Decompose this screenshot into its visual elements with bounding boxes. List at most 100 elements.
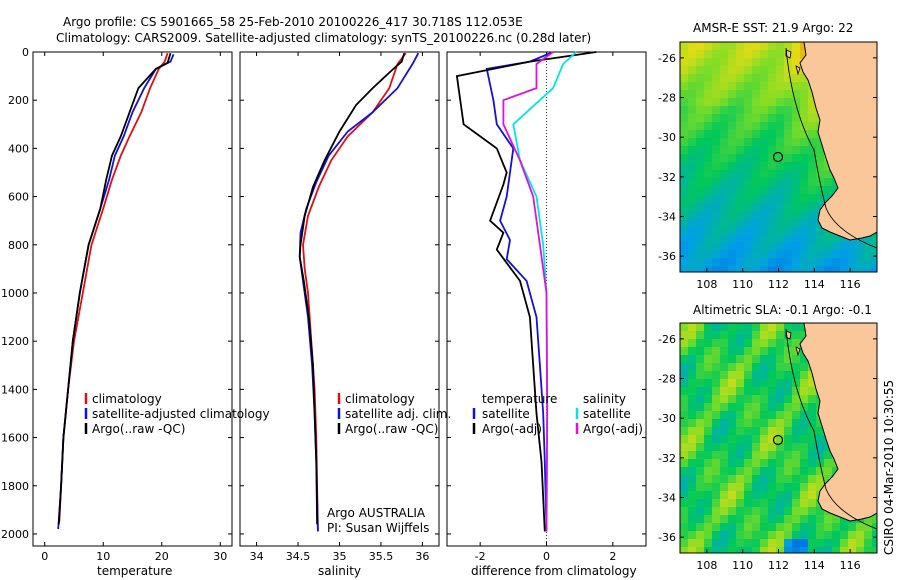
sst-cell: [752, 138, 760, 146]
sst-cell: [712, 122, 720, 130]
sla-cell: [760, 379, 768, 387]
sla-cell: [736, 435, 744, 443]
sla-cell: [800, 491, 808, 499]
sla-cell: [728, 483, 736, 491]
sla-cell: [784, 347, 792, 355]
sla-cell: [696, 443, 704, 451]
sla-cell: [808, 411, 816, 419]
sla-cell: [792, 347, 800, 355]
sst-cell: [864, 266, 872, 272]
sst-cell: [680, 178, 688, 186]
sst-cell: [792, 274, 800, 282]
sla-cell: [720, 547, 728, 553]
sst-cell: [856, 242, 864, 250]
sst-cell: [712, 50, 720, 58]
sst-cell: [872, 274, 880, 282]
sla-cell: [864, 555, 872, 563]
sla-cell: [792, 475, 800, 483]
sst-cell: [784, 186, 792, 194]
sla-cell: [704, 443, 712, 451]
sla-cell: [776, 483, 784, 491]
y-tick-label: 1200: [1, 335, 29, 348]
sla-cell: [768, 539, 776, 547]
x-tick-label: 0: [543, 550, 550, 563]
sst-cell: [760, 170, 768, 178]
sst-cell: [776, 186, 784, 194]
sst-cell: [720, 90, 728, 98]
sla-cell: [760, 387, 768, 395]
sla-cell: [800, 451, 808, 459]
sla-cell: [768, 419, 776, 427]
sla-cell: [800, 371, 808, 379]
sla-cell: [720, 331, 728, 339]
sst-cell: [784, 122, 792, 130]
sla-cell: [768, 355, 776, 363]
sla-cell: [872, 523, 877, 531]
sla-cell: [704, 547, 712, 553]
sla-cell: [704, 427, 712, 435]
sla-cell: [744, 427, 752, 435]
sla-cell: [832, 515, 840, 523]
sla-cell: [688, 507, 696, 515]
sst-cell: [872, 266, 877, 272]
x-tick-label: 35: [333, 550, 347, 563]
sla-cell: [688, 523, 696, 531]
sla-cell: [696, 403, 704, 411]
sst-cell: [728, 154, 736, 162]
sla-cell: [760, 555, 768, 563]
sla-cell: [792, 435, 800, 443]
sst-cell: [792, 42, 800, 50]
sla-cell: [744, 531, 752, 539]
sst-cell: [808, 210, 816, 218]
sst-cell: [736, 122, 744, 130]
sla-cell: [696, 427, 704, 435]
sst-cell: [720, 162, 728, 170]
sla-cell: [760, 539, 768, 547]
sla-cell: [816, 539, 824, 547]
sst-cell: [808, 114, 816, 122]
sla-cell: [792, 531, 800, 539]
sla-cell: [760, 467, 768, 475]
sla-cell: [768, 523, 776, 531]
sla-cell: [704, 491, 712, 499]
sla-cell: [696, 459, 704, 467]
sst-cell: [744, 202, 752, 210]
sst-cell: [832, 250, 840, 258]
sst-cell: [720, 82, 728, 90]
sla-cell: [776, 515, 784, 523]
sla-cell: [800, 499, 808, 507]
sst-cell: [800, 186, 808, 194]
sst-cell: [728, 266, 736, 272]
sst-cell: [776, 266, 784, 272]
sst-cell: [696, 242, 704, 250]
sst-cell: [808, 194, 816, 202]
sst-cell: [688, 194, 696, 202]
sst-cell: [736, 74, 744, 82]
sla-cell: [808, 427, 816, 435]
sla-cell: [808, 395, 816, 403]
sst-cell: [696, 66, 704, 74]
sst-cell: [736, 258, 744, 266]
sst-cell: [808, 186, 816, 194]
sst-cell: [744, 146, 752, 154]
sla-cell: [696, 539, 704, 547]
legend-diff-salinity-header: salinity: [583, 392, 626, 406]
sla-cell: [832, 547, 840, 553]
sla-cell: [744, 411, 752, 419]
sst-cell: [848, 242, 856, 250]
sla-cell: [784, 379, 792, 387]
sst-cell: [784, 250, 792, 258]
sla-cell: [712, 331, 720, 339]
sst-cell: [688, 114, 696, 122]
sla-cell: [712, 507, 720, 515]
sla-cell: [720, 395, 728, 403]
sla-cell: [872, 515, 877, 523]
sst-cell: [720, 210, 728, 218]
sst-cell: [728, 146, 736, 154]
sst-cell: [792, 106, 800, 114]
sla-cell: [704, 331, 712, 339]
sst-cell: [824, 186, 832, 194]
sla-cell: [680, 547, 688, 553]
sla-cell: [792, 547, 800, 553]
sla-cell: [760, 547, 768, 553]
